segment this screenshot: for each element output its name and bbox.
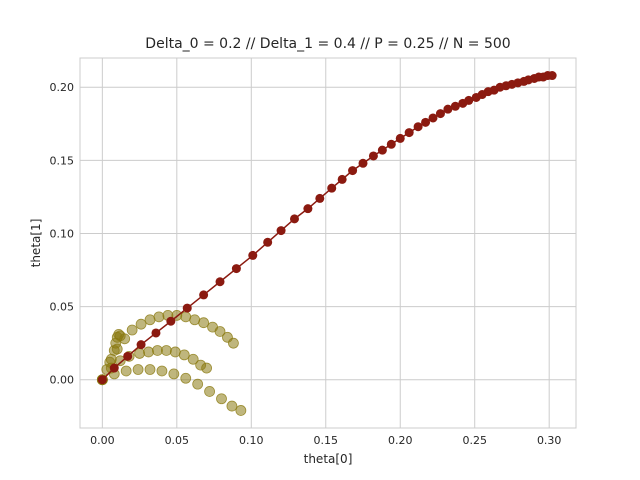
main-series-point — [136, 340, 146, 350]
trajectory-point — [235, 405, 247, 416]
main-series-point — [421, 117, 431, 127]
main-series-point — [166, 316, 176, 326]
x-tick-label: 0.10 — [239, 434, 264, 447]
x-tick-label: 0.05 — [165, 434, 190, 447]
trajectory-point — [204, 386, 215, 397]
main-series-point — [215, 277, 225, 287]
trajectory-point — [216, 393, 227, 405]
trajectory-point — [114, 330, 126, 342]
grid — [80, 58, 576, 428]
trajectory-point — [228, 337, 239, 349]
x-tick-labels: 0.00 0.05 0.10 0.15 0.20 0.25 0.30 — [90, 434, 561, 447]
main-series-point — [123, 351, 133, 361]
main-series — [97, 71, 557, 385]
main-series-point — [428, 113, 438, 123]
trajectory-point — [153, 311, 165, 323]
y-tick-label: 0.10 — [50, 227, 75, 240]
y-axis-label: theta[1] — [29, 219, 43, 268]
trajectory-3 — [96, 364, 247, 416]
trajectory-point — [178, 349, 190, 361]
x-tick-label: 0.20 — [388, 434, 413, 447]
main-series-point — [386, 139, 396, 149]
trajectory-point — [126, 324, 138, 336]
trajectory-point — [168, 368, 180, 380]
main-series-point — [435, 109, 445, 119]
main-series-point — [315, 193, 325, 203]
main-series-point — [276, 226, 286, 236]
y-tick-label: 0.20 — [50, 81, 75, 94]
main-series-point — [109, 363, 119, 373]
y-tick-labels: 0.00 0.05 0.10 0.15 0.20 — [50, 81, 75, 386]
main-series-point — [199, 290, 209, 300]
main-series-point — [368, 151, 378, 161]
main-series-point — [327, 183, 337, 193]
main-series-point — [303, 204, 313, 214]
trajectory-point — [192, 378, 204, 390]
trajectory-point — [198, 317, 210, 329]
trajectory-point — [132, 364, 144, 375]
trajectory-point — [169, 346, 181, 358]
trajectory-point — [160, 345, 172, 356]
main-series-point — [182, 303, 192, 313]
main-series-point — [289, 214, 299, 224]
main-series-point — [377, 145, 387, 155]
main-series-point — [151, 328, 161, 338]
trajectory-point — [226, 400, 238, 412]
trajectory-point — [187, 353, 199, 365]
main-series-point — [263, 237, 273, 247]
trajectory-point — [144, 364, 156, 375]
main-series-point — [450, 101, 460, 111]
trajectory-point — [152, 345, 163, 356]
trajectory-point — [214, 326, 226, 337]
trajectory-point — [201, 362, 213, 374]
main-series-point — [337, 174, 347, 184]
trajectory-point — [189, 314, 201, 326]
y-tick-label: 0.00 — [50, 374, 75, 387]
main-series-point — [413, 122, 423, 132]
chart-title: Delta_0 = 0.2 // Delta_1 = 0.4 // P = 0.… — [145, 36, 510, 52]
y-tick-label: 0.05 — [50, 301, 75, 314]
trajectory-point — [180, 372, 192, 384]
main-series-point — [547, 71, 557, 81]
trajectory-point — [120, 365, 132, 377]
main-series-point — [231, 264, 241, 274]
main-series-point — [395, 133, 405, 143]
main-series-point — [97, 375, 107, 385]
x-tick-label: 0.15 — [314, 434, 339, 447]
trajectory-point — [180, 311, 192, 323]
x-axis-label: theta[0] — [304, 452, 353, 466]
main-series-point — [248, 250, 258, 260]
trajectory-point — [143, 346, 154, 358]
main-series-point — [464, 95, 474, 105]
trajectory-point — [135, 318, 147, 330]
main-series-point — [348, 166, 358, 176]
plot-frame — [79, 57, 577, 429]
x-tick-label: 0.00 — [90, 434, 115, 447]
main-series-point — [443, 104, 453, 114]
x-tick-label: 0.25 — [462, 434, 487, 447]
y-tick-label: 0.15 — [50, 154, 75, 167]
trajectory-point — [144, 314, 156, 326]
main-series-point — [358, 158, 368, 168]
x-tick-label: 0.30 — [537, 434, 562, 447]
main-series-point — [404, 128, 414, 138]
trajectory-point — [156, 365, 168, 377]
